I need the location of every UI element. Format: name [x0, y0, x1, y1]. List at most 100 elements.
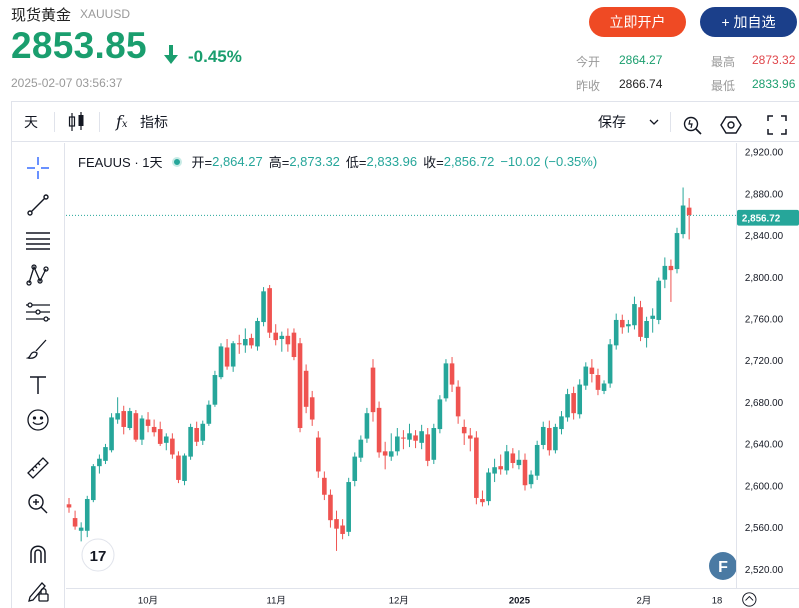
- candle: [486, 468, 491, 506]
- low-label: 最低: [711, 79, 736, 93]
- crosshair-icon[interactable]: [23, 153, 53, 183]
- candle: [686, 198, 692, 240]
- drawing-toolbar: [12, 143, 65, 608]
- save-button[interactable]: 保存: [598, 114, 626, 130]
- zoom-in-icon[interactable]: [23, 489, 53, 519]
- prev-close-value: 2866.74: [619, 77, 663, 91]
- candle-body: [151, 426, 157, 433]
- high-label: 最高: [711, 55, 736, 69]
- candle: [127, 407, 133, 431]
- candle: [224, 339, 230, 370]
- quick-search-icon[interactable]: [682, 111, 704, 135]
- candle: [218, 343, 224, 380]
- candle: [674, 227, 680, 274]
- instrument-title: 现货黄金: [11, 7, 72, 24]
- trend-line-icon[interactable]: [23, 190, 53, 220]
- candle-body: [474, 437, 479, 498]
- candle: [492, 458, 497, 483]
- candle: [571, 386, 576, 420]
- legend-symbol[interactable]: FEAUUS · 1天: [78, 155, 163, 170]
- candle-body: [565, 394, 570, 418]
- candle-body: [559, 416, 564, 430]
- candle: [559, 411, 564, 435]
- candle-body: [419, 431, 424, 443]
- candle: [139, 415, 145, 445]
- candle: [151, 419, 157, 437]
- candle: [583, 362, 589, 390]
- lock-drawing-icon[interactable]: [23, 575, 53, 605]
- candle: [626, 319, 631, 333]
- candle-body: [382, 451, 388, 456]
- candlestick-plot[interactable]: 17 F: [66, 143, 736, 588]
- interval-selector[interactable]: 天: [24, 114, 38, 130]
- pattern-icon[interactable]: [23, 260, 53, 290]
- add-watchlist-button[interactable]: + 加自选: [700, 7, 797, 37]
- candle-body: [443, 363, 449, 399]
- candle: [358, 435, 364, 462]
- candle: [267, 284, 272, 338]
- candle: [455, 380, 461, 424]
- candle: [449, 357, 455, 392]
- candle-body: [273, 332, 279, 341]
- candle-body: [455, 386, 461, 417]
- fullscreen-icon[interactable]: [766, 111, 788, 135]
- indicators-button[interactable]: 指标: [140, 114, 168, 130]
- magnet-icon[interactable]: [23, 539, 53, 569]
- candle: [322, 471, 327, 501]
- candle-body: [133, 413, 139, 440]
- indicators-icon[interactable]: fx: [116, 112, 128, 131]
- candle-body: [139, 418, 145, 440]
- candle-body: [176, 455, 181, 480]
- candle-body: [583, 366, 589, 386]
- candle-body: [547, 428, 552, 451]
- brush-icon[interactable]: [23, 334, 53, 364]
- candle-body: [480, 499, 485, 503]
- candle: [340, 519, 345, 540]
- legend-close-value: 2,856.72: [443, 154, 495, 169]
- candle-body: [303, 370, 309, 407]
- candle: [601, 380, 607, 395]
- candle: [656, 277, 662, 325]
- candle-body: [255, 321, 260, 347]
- settings-icon[interactable]: [720, 111, 742, 134]
- candle: [328, 489, 333, 528]
- candle: [474, 431, 479, 505]
- candle: [437, 395, 443, 434]
- candle-body: [340, 525, 345, 534]
- horizontal-lines-icon[interactable]: [23, 225, 53, 255]
- candle: [145, 412, 151, 433]
- candle-body: [388, 451, 394, 457]
- time-axis[interactable]: 10月 11月 12月 2025 2月 18: [66, 588, 799, 608]
- price-tick-label: 2,520.00: [745, 565, 784, 576]
- fib-tool-icon[interactable]: [23, 297, 53, 327]
- price-tick-label: 2,840.00: [745, 231, 784, 242]
- tradingview-logo[interactable]: 17: [81, 538, 115, 572]
- time-tick-label: 18: [712, 595, 723, 606]
- candle-type-icon[interactable]: [68, 111, 86, 133]
- time-axis-scroll-icon[interactable]: [742, 592, 757, 607]
- candle: [619, 314, 625, 334]
- candle-body: [109, 417, 114, 451]
- candle-body: [115, 413, 120, 420]
- candle: [103, 443, 108, 465]
- candle-body: [425, 434, 431, 461]
- time-tick-label: 2月: [636, 595, 651, 606]
- candle-body: [528, 474, 534, 485]
- candle-body: [145, 419, 151, 426]
- candle: [589, 359, 595, 383]
- chevron-down-icon[interactable]: [649, 102, 659, 142]
- text-tool-icon[interactable]: [23, 370, 53, 400]
- candle: [315, 431, 321, 478]
- open-account-button[interactable]: 立即开户: [589, 7, 686, 37]
- instrument-symbol: XAUUSD: [80, 7, 131, 21]
- price-axis[interactable]: 2,920.00 2,880.00 2,840.00 2,800.00 2,760.00…: [736, 143, 799, 588]
- ruler-icon[interactable]: [23, 453, 53, 483]
- open-label: 今开: [576, 55, 601, 69]
- candle-body: [315, 437, 321, 472]
- candle: [115, 397, 120, 424]
- candle-body: [297, 343, 303, 429]
- candle-body: [121, 411, 127, 427]
- candle: [516, 450, 522, 470]
- emoji-icon[interactable]: [23, 405, 53, 435]
